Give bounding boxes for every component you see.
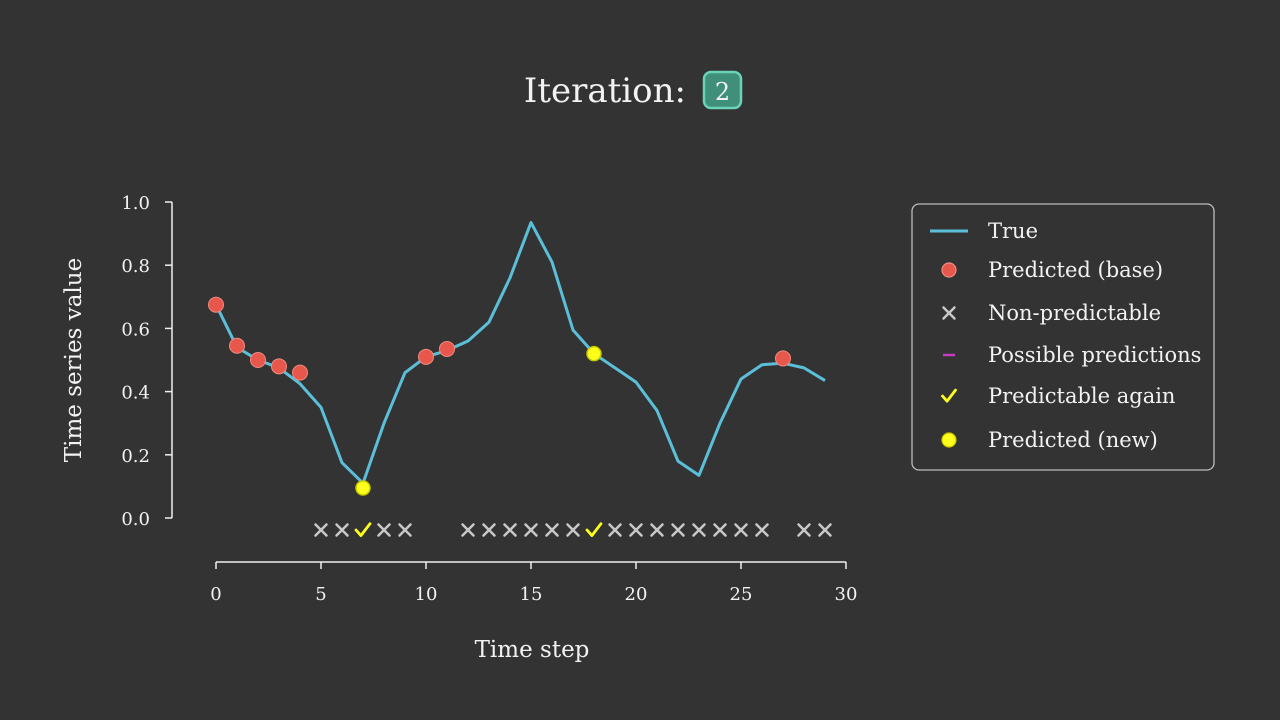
non-predictable-marker: [398, 523, 412, 537]
x-axis-label: Time step: [475, 637, 590, 663]
y-axis: 0.0 0.2 0.4 0.6 0.8 1.0: [121, 193, 173, 530]
predicted-base-point: [418, 348, 434, 365]
cross-mark: [671, 523, 685, 537]
iteration-value: 2: [715, 78, 730, 106]
legend-box: [911, 203, 1215, 471]
x-tick-label: 30: [835, 584, 858, 605]
non-predictable-marker: [713, 523, 727, 537]
cross-mark: [377, 523, 391, 537]
y-tick-label: 0.8: [121, 256, 150, 277]
non-predictable-marker: [524, 523, 538, 537]
cross-mark: [608, 523, 622, 537]
predicted-new-point: [586, 345, 602, 362]
prediction-status-row: [314, 522, 832, 537]
predicted-base-point: [439, 340, 455, 357]
cross-mark: [545, 523, 559, 537]
legend-circle-swatch: [941, 432, 957, 448]
non-predictable-marker: [797, 523, 811, 537]
y-tick-label: 0.0: [121, 509, 150, 530]
iteration-header: Iteration: 2: [524, 70, 743, 111]
non-predictable-marker: [314, 523, 328, 537]
non-predictable-marker: [671, 523, 685, 537]
y-axis-label: Time series value: [61, 258, 87, 462]
legend: True Predicted (base) Non-predictable Possi…: [911, 203, 1215, 471]
plot-area: [208, 221, 832, 537]
x-tick-label: 15: [520, 584, 543, 605]
iteration-label: Iteration:: [524, 71, 686, 111]
x-tick-label: 10: [415, 584, 438, 605]
legend-label: Predicted (new): [988, 428, 1158, 452]
cross-mark: [713, 523, 727, 537]
non-predictable-marker: [629, 523, 643, 537]
x-axis: 0 5 10 15 20 25 30: [210, 561, 858, 605]
legend-label: Non-predictable: [988, 301, 1161, 325]
cross-mark: [629, 523, 643, 537]
cross-mark: [692, 523, 706, 537]
non-predictable-marker: [734, 523, 748, 537]
non-predictable-marker: [818, 523, 832, 537]
predictable-again-marker: [941, 388, 957, 403]
predicted-base-point: [229, 337, 245, 354]
predicted-base-points: [208, 296, 791, 381]
legend-label: True: [988, 219, 1038, 243]
y-tick-label: 0.2: [121, 446, 150, 467]
cross-mark: [734, 523, 748, 537]
x-tick-label: 20: [625, 584, 648, 605]
non-predictable-marker: [566, 523, 580, 537]
predicted-base-point: [775, 350, 791, 367]
predictable-again-marker: [354, 522, 372, 537]
y-tick-label: 1.0: [121, 193, 150, 214]
predicted-new-point: [355, 480, 371, 496]
non-predictable-marker: [942, 306, 956, 320]
predicted-base-point: [250, 352, 266, 368]
non-predictable-marker: [335, 523, 349, 537]
x-tick-label: 25: [730, 584, 753, 605]
non-predictable-marker: [608, 523, 622, 537]
non-predictable-marker: [482, 523, 496, 537]
predictable-again-marker: [585, 522, 603, 537]
legend-label: Predicted (base): [988, 258, 1163, 282]
non-predictable-marker: [755, 523, 769, 537]
legend-item: Possible predictions: [943, 343, 1201, 367]
cross-mark: [797, 523, 811, 537]
legend-item: Predictable again: [941, 384, 1175, 408]
cross-mark: [650, 523, 664, 537]
legend-label: Predictable again: [988, 384, 1175, 408]
legend-label: Possible predictions: [988, 343, 1201, 367]
predicted-base-point: [292, 364, 308, 381]
predicted-new-points: [355, 345, 602, 496]
non-predictable-marker: [461, 523, 475, 537]
cross-mark: [335, 523, 349, 537]
cross-mark: [942, 306, 956, 320]
cross-mark: [524, 523, 538, 537]
cross-mark: [755, 523, 769, 537]
y-tick-label: 0.6: [121, 319, 150, 340]
non-predictable-marker: [650, 523, 664, 537]
x-tick-label: 5: [315, 584, 326, 605]
legend-item: Predicted (new): [941, 428, 1158, 452]
iteration-badge: [702, 70, 743, 110]
predicted-base-point: [208, 296, 224, 313]
non-predictable-marker: [545, 523, 559, 537]
cross-mark: [818, 523, 832, 537]
cross-mark: [398, 523, 412, 537]
legend-item: Predicted (base): [941, 258, 1163, 282]
legend-item: True: [930, 219, 1038, 243]
x-tick-label: 0: [210, 584, 221, 605]
non-predictable-marker: [503, 523, 517, 537]
cross-mark: [482, 523, 496, 537]
true-series-line: [214, 221, 826, 485]
cross-mark: [314, 523, 328, 537]
legend-circle-swatch: [941, 262, 957, 278]
legend-item: Non-predictable: [942, 301, 1161, 325]
y-tick-label: 0.4: [121, 383, 150, 404]
predicted-base-point: [271, 358, 287, 375]
cross-mark: [461, 523, 475, 537]
non-predictable-marker: [692, 523, 706, 537]
non-predictable-marker: [377, 523, 391, 537]
cross-mark: [503, 523, 517, 537]
cross-mark: [566, 523, 580, 537]
